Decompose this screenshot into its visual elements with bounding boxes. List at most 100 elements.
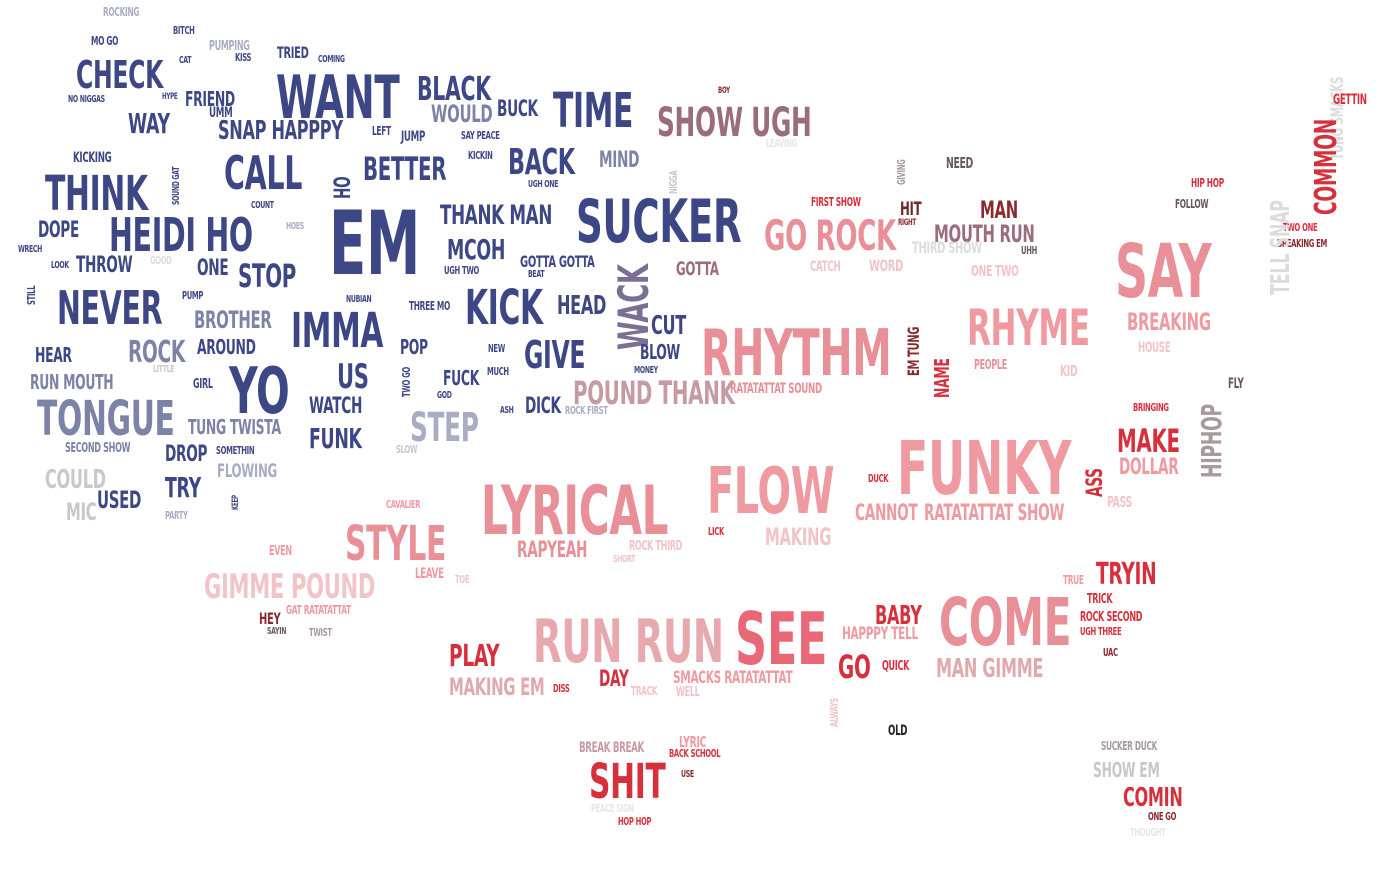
word-mcoh: MCOH	[447, 233, 506, 266]
word-throw: THROW	[76, 253, 133, 278]
word-kick: KICK	[465, 280, 543, 336]
word-hype: HYPE	[162, 92, 178, 102]
word-well: WELL	[676, 685, 700, 700]
word-want: WANT	[276, 63, 400, 133]
word-still: STILL	[25, 285, 38, 305]
word-make: MAKE	[1117, 422, 1180, 460]
word-shit: SHIT	[589, 754, 666, 810]
word-look: LOOK	[51, 260, 69, 271]
word-play: PLAY	[449, 639, 500, 674]
word-snap-happpy: SNAP HAPPPY	[218, 116, 343, 146]
word-umm: UMM	[209, 105, 233, 121]
word-no-niggas: NO NIGGAS	[68, 94, 105, 105]
word-jump: JUMP	[401, 129, 426, 145]
word-breaking-em: BREAKING EM	[1277, 237, 1327, 250]
word-go-rock: GO ROCK	[764, 211, 896, 260]
word-black: BLACK	[417, 69, 491, 108]
word-comin: COMIN	[1123, 783, 1183, 813]
word-flow: FLOW	[707, 455, 835, 529]
word-time: TIME	[553, 83, 634, 139]
word-one-go: ONE GO	[1148, 810, 1177, 823]
word-second-show: SECOND SHOW	[65, 441, 131, 456]
word-true: TRUE	[1063, 573, 1084, 587]
word-leave: LEAVE	[415, 566, 444, 582]
word-hiphop: HIPHOP	[1195, 404, 1228, 478]
word-smacks-ratatattat: SMACKS RATATATTAT	[673, 668, 793, 688]
word-always: ALWAYS	[828, 698, 841, 727]
word-somethin: SOMETHIN	[216, 444, 255, 457]
word-kickin: KICKIN	[468, 149, 493, 162]
word-little: LITTLE	[153, 364, 175, 375]
word-brother: BROTHER	[194, 306, 272, 334]
word-good: GOOD	[150, 254, 172, 267]
word-gat-ratatattat: GAT RATATATTAT	[286, 603, 351, 617]
word-funk: FUNK	[309, 422, 362, 455]
word-two-go: TWO GO	[400, 367, 413, 397]
word-cat: CAT	[179, 55, 192, 66]
word-show-ugh: SHOW UGH	[657, 100, 812, 146]
word-style: STYLE	[345, 516, 447, 572]
word-thought: THOUGHT	[1130, 826, 1166, 839]
word-trick: TRICK	[1087, 592, 1113, 607]
word-lyrical: LYRICAL	[481, 472, 669, 551]
word-two-one: TWO ONE	[1283, 221, 1318, 234]
word-lyric: LYRIC	[679, 733, 707, 751]
word-rapyeah: RAPYEAH	[517, 538, 588, 563]
word-step: STEP	[410, 405, 479, 451]
word-nubian: NUBIAN	[346, 294, 372, 305]
word-use: USE	[681, 769, 694, 780]
word-used: USED	[97, 486, 142, 514]
word-house: HOUSE	[1138, 340, 1171, 356]
word-thank-man: THANK MAN	[440, 200, 553, 231]
word-run-mouth: RUN MOUTH	[30, 370, 114, 394]
word-man: MAN	[980, 196, 1018, 224]
word-rocking: ROCKING	[103, 5, 140, 19]
word-girl: GIRL	[193, 377, 213, 392]
word-sucker-duck: SUCKER DUCK	[1101, 739, 1158, 753]
word-head: HEAD	[557, 291, 607, 321]
word-beat: BEAT	[528, 269, 545, 280]
word-breaking: BREAKING	[1127, 308, 1211, 336]
word-party: PARTY	[165, 509, 188, 522]
word-one-two: ONE TWO	[971, 262, 1019, 280]
word-rock-third: ROCK THIRD	[629, 539, 683, 554]
word-cannot: CANNOT	[855, 501, 918, 526]
word-gimme-pound: GIMME POUND	[204, 567, 376, 607]
word-much: MUCH	[487, 365, 509, 378]
word-uhh: UHH	[1021, 244, 1038, 257]
word-ash: ASH	[500, 405, 514, 416]
word-tongue: TONGUE	[37, 391, 175, 447]
word-buck: BUCK	[497, 97, 538, 122]
word-better: BETTER	[363, 150, 447, 188]
word-mind: MIND	[599, 148, 640, 173]
word-word: WORD	[869, 256, 904, 275]
word-drop: DROP	[165, 442, 208, 467]
word-back: BACK	[508, 142, 575, 183]
word-tryin: TRYIN	[1096, 557, 1157, 592]
word-ratatattat-sound: RATATATTAT SOUND	[730, 381, 822, 397]
word-keep: KEEP	[231, 495, 241, 510]
word-leaving: LEAVING	[766, 137, 797, 150]
word-ugh-two: UGH TWO	[444, 264, 480, 277]
word-twist: TWIST	[309, 626, 332, 639]
word-imma: IMMA	[291, 303, 384, 359]
word-first-show: FIRST SHOW	[811, 195, 861, 209]
word-hoes: HOES	[286, 221, 304, 232]
word-rock: ROCK	[128, 335, 185, 370]
word-yo: YO	[229, 355, 290, 429]
word-god: GOD	[437, 390, 452, 401]
word-ugh-three: UGH THREE	[1080, 625, 1122, 638]
word-ass: ASS	[1083, 468, 1108, 497]
word-never: NEVER	[57, 281, 163, 335]
word-fuck: FUCK	[443, 366, 480, 390]
word-gettin: GETTIN	[1333, 92, 1367, 108]
word-lick: LICK	[708, 525, 724, 538]
word-kid: KID	[1060, 362, 1078, 380]
word-tell-snap: TELL SNAP	[1266, 200, 1296, 295]
word-follow: FOLLOW	[1175, 197, 1209, 211]
word-pop: POP	[400, 335, 428, 359]
word-man-gimme: MAN GIMME	[936, 654, 1044, 684]
word-blow: BLOW	[640, 340, 680, 364]
word-back-school: BACK SCHOOL	[669, 747, 721, 760]
word-old: OLD	[888, 723, 908, 739]
